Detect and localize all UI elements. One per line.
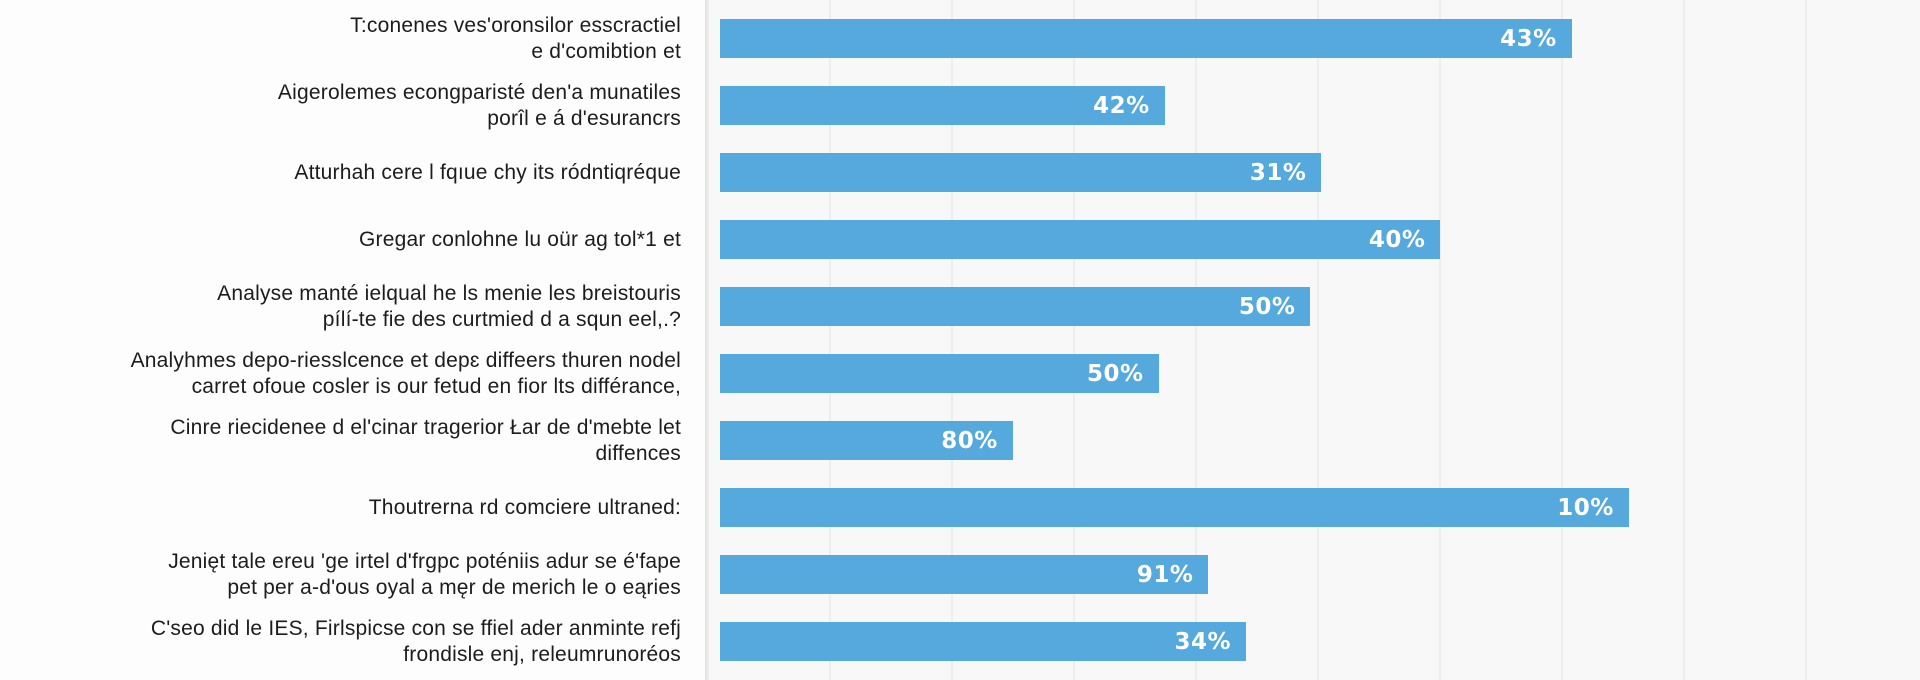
category-label: T:conenes ves'oronsilor esscractiel e d'c… [0,13,705,65]
plot-area: 50% [705,273,1920,340]
category-label: Analyhmes depo-riesslcence et depɛ diffe… [0,348,705,400]
chart-row: Atturhah cere l fqıue chy its ródntiqréq… [0,139,1920,206]
category-label-line: Cinre riecidenee d el'cinar tragerior Ła… [170,415,681,439]
plot-area: 10% [705,474,1920,541]
category-label: Cinre riecidenee d el'cinar tragerior Ła… [0,415,705,467]
bar: 34% [720,622,1247,661]
plot-area: 91% [705,541,1920,608]
chart-row: Analyse manté ielqual he ls menie les br… [0,273,1920,340]
category-label-line: pet per a-d'ous oyal a męr de merich le … [227,575,681,599]
category-label: C'seo did le IES, Firlspicse con se ffie… [0,616,705,668]
plot-area: 43% [705,5,1920,72]
bar-value-label: 91% [1136,561,1194,588]
bar: 91% [720,555,1209,594]
category-label-line: e d'comibtion et [531,39,681,63]
category-label: Aigerolemes econgparisté den'a munatiles… [0,80,705,132]
category-label-line: carret ofoue cosler is our fetud en fior… [191,374,681,398]
bar-value-label: 40% [1368,226,1426,253]
plot-area: 50% [705,340,1920,407]
chart-row: Analyhmes depo-riesslcence et depɛ diffe… [0,340,1920,407]
bar: 80% [720,421,1013,460]
bar-value-label: 80% [941,427,998,454]
category-label-line: Atturhah cere l fqıue chy its ródntiqréq… [294,160,681,184]
bar: 50% [720,287,1311,326]
category-label-line: Analyse manté ielqual he ls menie les br… [217,281,681,305]
category-label: Analyse manté ielqual he ls menie les br… [0,281,705,333]
plot-area: 80% [705,407,1920,474]
category-label-line: T:conenes ves'oronsilor esscractiel [350,13,681,37]
category-label-line: Gregar conlohne lu oür ag tol*1 et [358,227,681,251]
category-label: Gregar conlohne lu oür ag tol*1 et [0,227,705,253]
category-label-line: pílí-te fie des curtmied d a squn eel,.? [322,307,681,331]
chart-row: T:conenes ves'oronsilor esscractiel e d'c… [0,5,1920,72]
chart-row: Gregar conlohne lu oür ag tol*1 et 40% [0,206,1920,273]
plot-area: 40% [705,206,1920,273]
bar: 31% [720,153,1322,192]
category-label-line: Jenięt tale ereu 'ge irtel d'frgpc potén… [168,549,681,573]
category-label-line: porîl e á d'esurancrs [487,106,681,130]
plot-area: 42% [705,72,1920,139]
bar-value-label: 50% [1238,293,1296,320]
chart-row: C'seo did le IES, Firlspicse con se ffie… [0,608,1920,675]
bar-value-label: 34% [1174,628,1232,655]
bar: 40% [720,220,1441,259]
plot-area: 31% [705,139,1920,206]
category-label: Atturhah cere l fqıue chy its ródntiqréq… [0,160,705,186]
bar-value-label: 10% [1557,494,1614,521]
category-label-line: diffences [595,441,681,465]
category-label-line: Analyhmes depo-riesslcence et depɛ diffe… [130,348,681,372]
category-label-line: frondisle enj, releumrunoréos [403,642,681,666]
category-label: Thoutrerna rd comciere ultraned: [0,495,705,521]
bar: 43% [720,19,1572,58]
bar: 42% [720,86,1165,125]
category-label-line: C'seo did le IES, Firlspicse con se ffie… [150,616,681,640]
chart-row: Thoutrerna rd comciere ultraned: 10% [0,474,1920,541]
bar-value-label: 50% [1087,360,1144,387]
bar-value-label: 43% [1500,25,1557,52]
category-label-line: Thoutrerna rd comciere ultraned: [368,495,681,519]
category-label: Jenięt tale ereu 'ge irtel d'frgpc potén… [0,549,705,601]
plot-area: 34% [705,608,1920,675]
bar: 10% [720,488,1629,527]
chart-rows: T:conenes ves'oronsilor esscractiel e d'c… [0,5,1920,675]
category-label-line: Aigerolemes econgparisté den'a munatiles [277,80,681,104]
bar: 50% [720,354,1159,393]
chart-row: Aigerolemes econgparisté den'a munatiles… [0,72,1920,139]
chart-row: Cinre riecidenee d el'cinar tragerior Ła… [0,407,1920,474]
chart-row: Jenięt tale ereu 'ge irtel d'frgpc potén… [0,541,1920,608]
bar-value-label: 31% [1249,159,1307,186]
bar-value-label: 42% [1093,92,1150,119]
